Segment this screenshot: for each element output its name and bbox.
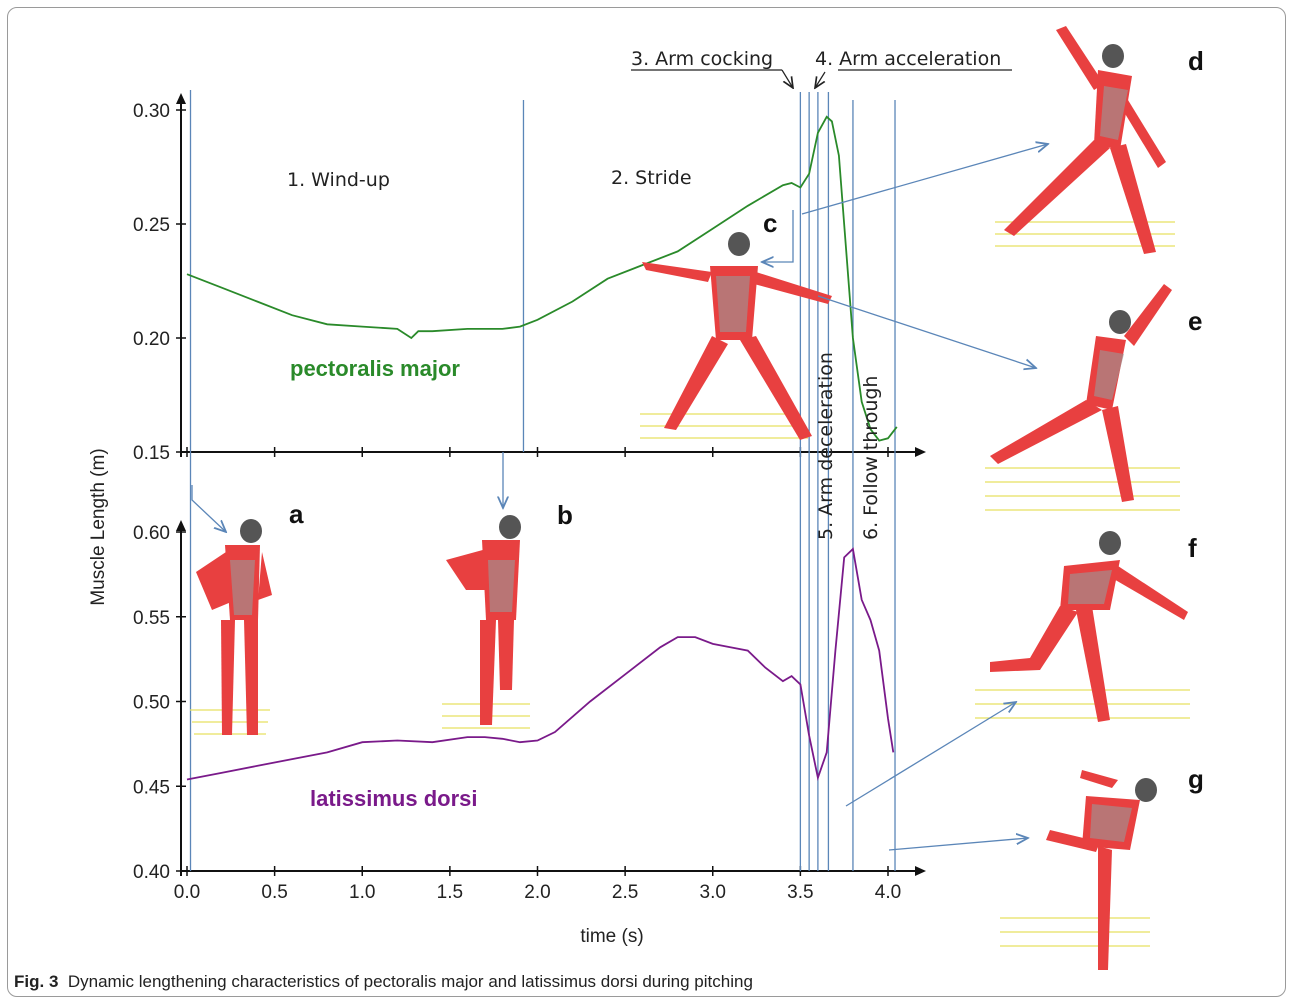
figure-connectors [191, 144, 1048, 851]
phase-stride: 2. Stride [611, 167, 692, 189]
skeleton-figure-b [442, 515, 530, 729]
x-tick-label: 1.0 [349, 882, 375, 903]
caption-label: Fig. 3 [14, 972, 59, 991]
x-ticks: 0.0 0.5 1.0 1.5 2.0 2.5 3.0 3.5 4.0 [174, 866, 901, 903]
bottom-y-tick-label: 0.45 [133, 777, 170, 798]
bottom-y-tick-label: 0.40 [133, 862, 170, 883]
figure-frame [7, 7, 1286, 997]
bottom-y-axis-arrow [176, 520, 186, 531]
y-axis-label: Muscle Length (m) [88, 448, 109, 605]
label-f: f [1188, 533, 1197, 563]
top-y-ticks: 0.15 0.20 0.25 0.30 [133, 101, 186, 464]
top-y-tick-label: 0.25 [133, 215, 170, 236]
label-a: a [289, 499, 304, 529]
top-y-axis-arrow [176, 93, 186, 104]
axes [176, 93, 926, 876]
bottom-y-tick-label: 0.50 [133, 693, 170, 714]
label-c: c [763, 208, 777, 238]
bottom-y-tick-label: 0.55 [133, 608, 170, 629]
skeleton-figure-d [995, 26, 1175, 254]
phase-boundaries [189, 90, 896, 871]
skeleton-figures [190, 26, 1190, 970]
phase-wind-up: 1. Wind-up [287, 169, 390, 191]
label-d: d [1188, 46, 1204, 76]
bottom-x-axis-arrow [915, 866, 926, 876]
x-tick-label: 3.5 [787, 882, 813, 903]
figure-caption: Fig. 3 Dynamic lengthening characteristi… [14, 972, 753, 992]
pectoralis-major-line [186, 115, 898, 442]
arm-cocking-arrow [781, 69, 793, 88]
bottom-y-ticks: 0.40 0.45 0.50 0.55 0.60 [133, 523, 186, 883]
x-tick-label: 2.0 [524, 882, 550, 903]
pectoralis-major-label: pectoralis major [290, 356, 460, 381]
phase-arm-deceleration: 5. Arm deceleration [815, 352, 837, 540]
phase-follow-through: 6. Follow through [860, 376, 882, 540]
bottom-y-tick-label: 0.60 [133, 523, 170, 544]
x-tick-label: 0.0 [174, 882, 200, 903]
x-axis-label: time (s) [580, 926, 643, 947]
arm-acceleration-arrow [815, 71, 826, 88]
skeleton-figure-a [190, 519, 272, 735]
label-e: e [1188, 306, 1202, 336]
skeleton-figure-g [1000, 770, 1157, 970]
x-tick-label: 1.5 [437, 882, 463, 903]
skeleton-figure-e [985, 284, 1180, 511]
label-b: b [557, 500, 573, 530]
top-y-tick-label: 0.30 [133, 101, 170, 122]
caption-text: Dynamic lengthening characteristics of p… [67, 972, 753, 991]
x-tick-label: 2.5 [612, 882, 638, 903]
skeleton-figure-c [640, 232, 832, 440]
label-g: g [1188, 764, 1204, 794]
phase-arm-acceleration: 4. Arm acceleration [815, 48, 1001, 70]
top-y-tick-label: 0.20 [133, 329, 170, 350]
phase-arm-cocking: 3. Arm cocking [631, 48, 773, 70]
x-tick-label: 0.5 [261, 882, 287, 903]
skeleton-figure-f [975, 531, 1190, 722]
top-y-tick-label: 0.15 [133, 443, 170, 464]
x-tick-label: 3.0 [700, 882, 726, 903]
latissimus-dorsi-label: latissimus dorsi [310, 786, 478, 811]
top-x-axis-arrow [915, 447, 926, 457]
latissimus-dorsi-line [186, 547, 895, 782]
x-tick-label: 4.0 [875, 882, 901, 903]
